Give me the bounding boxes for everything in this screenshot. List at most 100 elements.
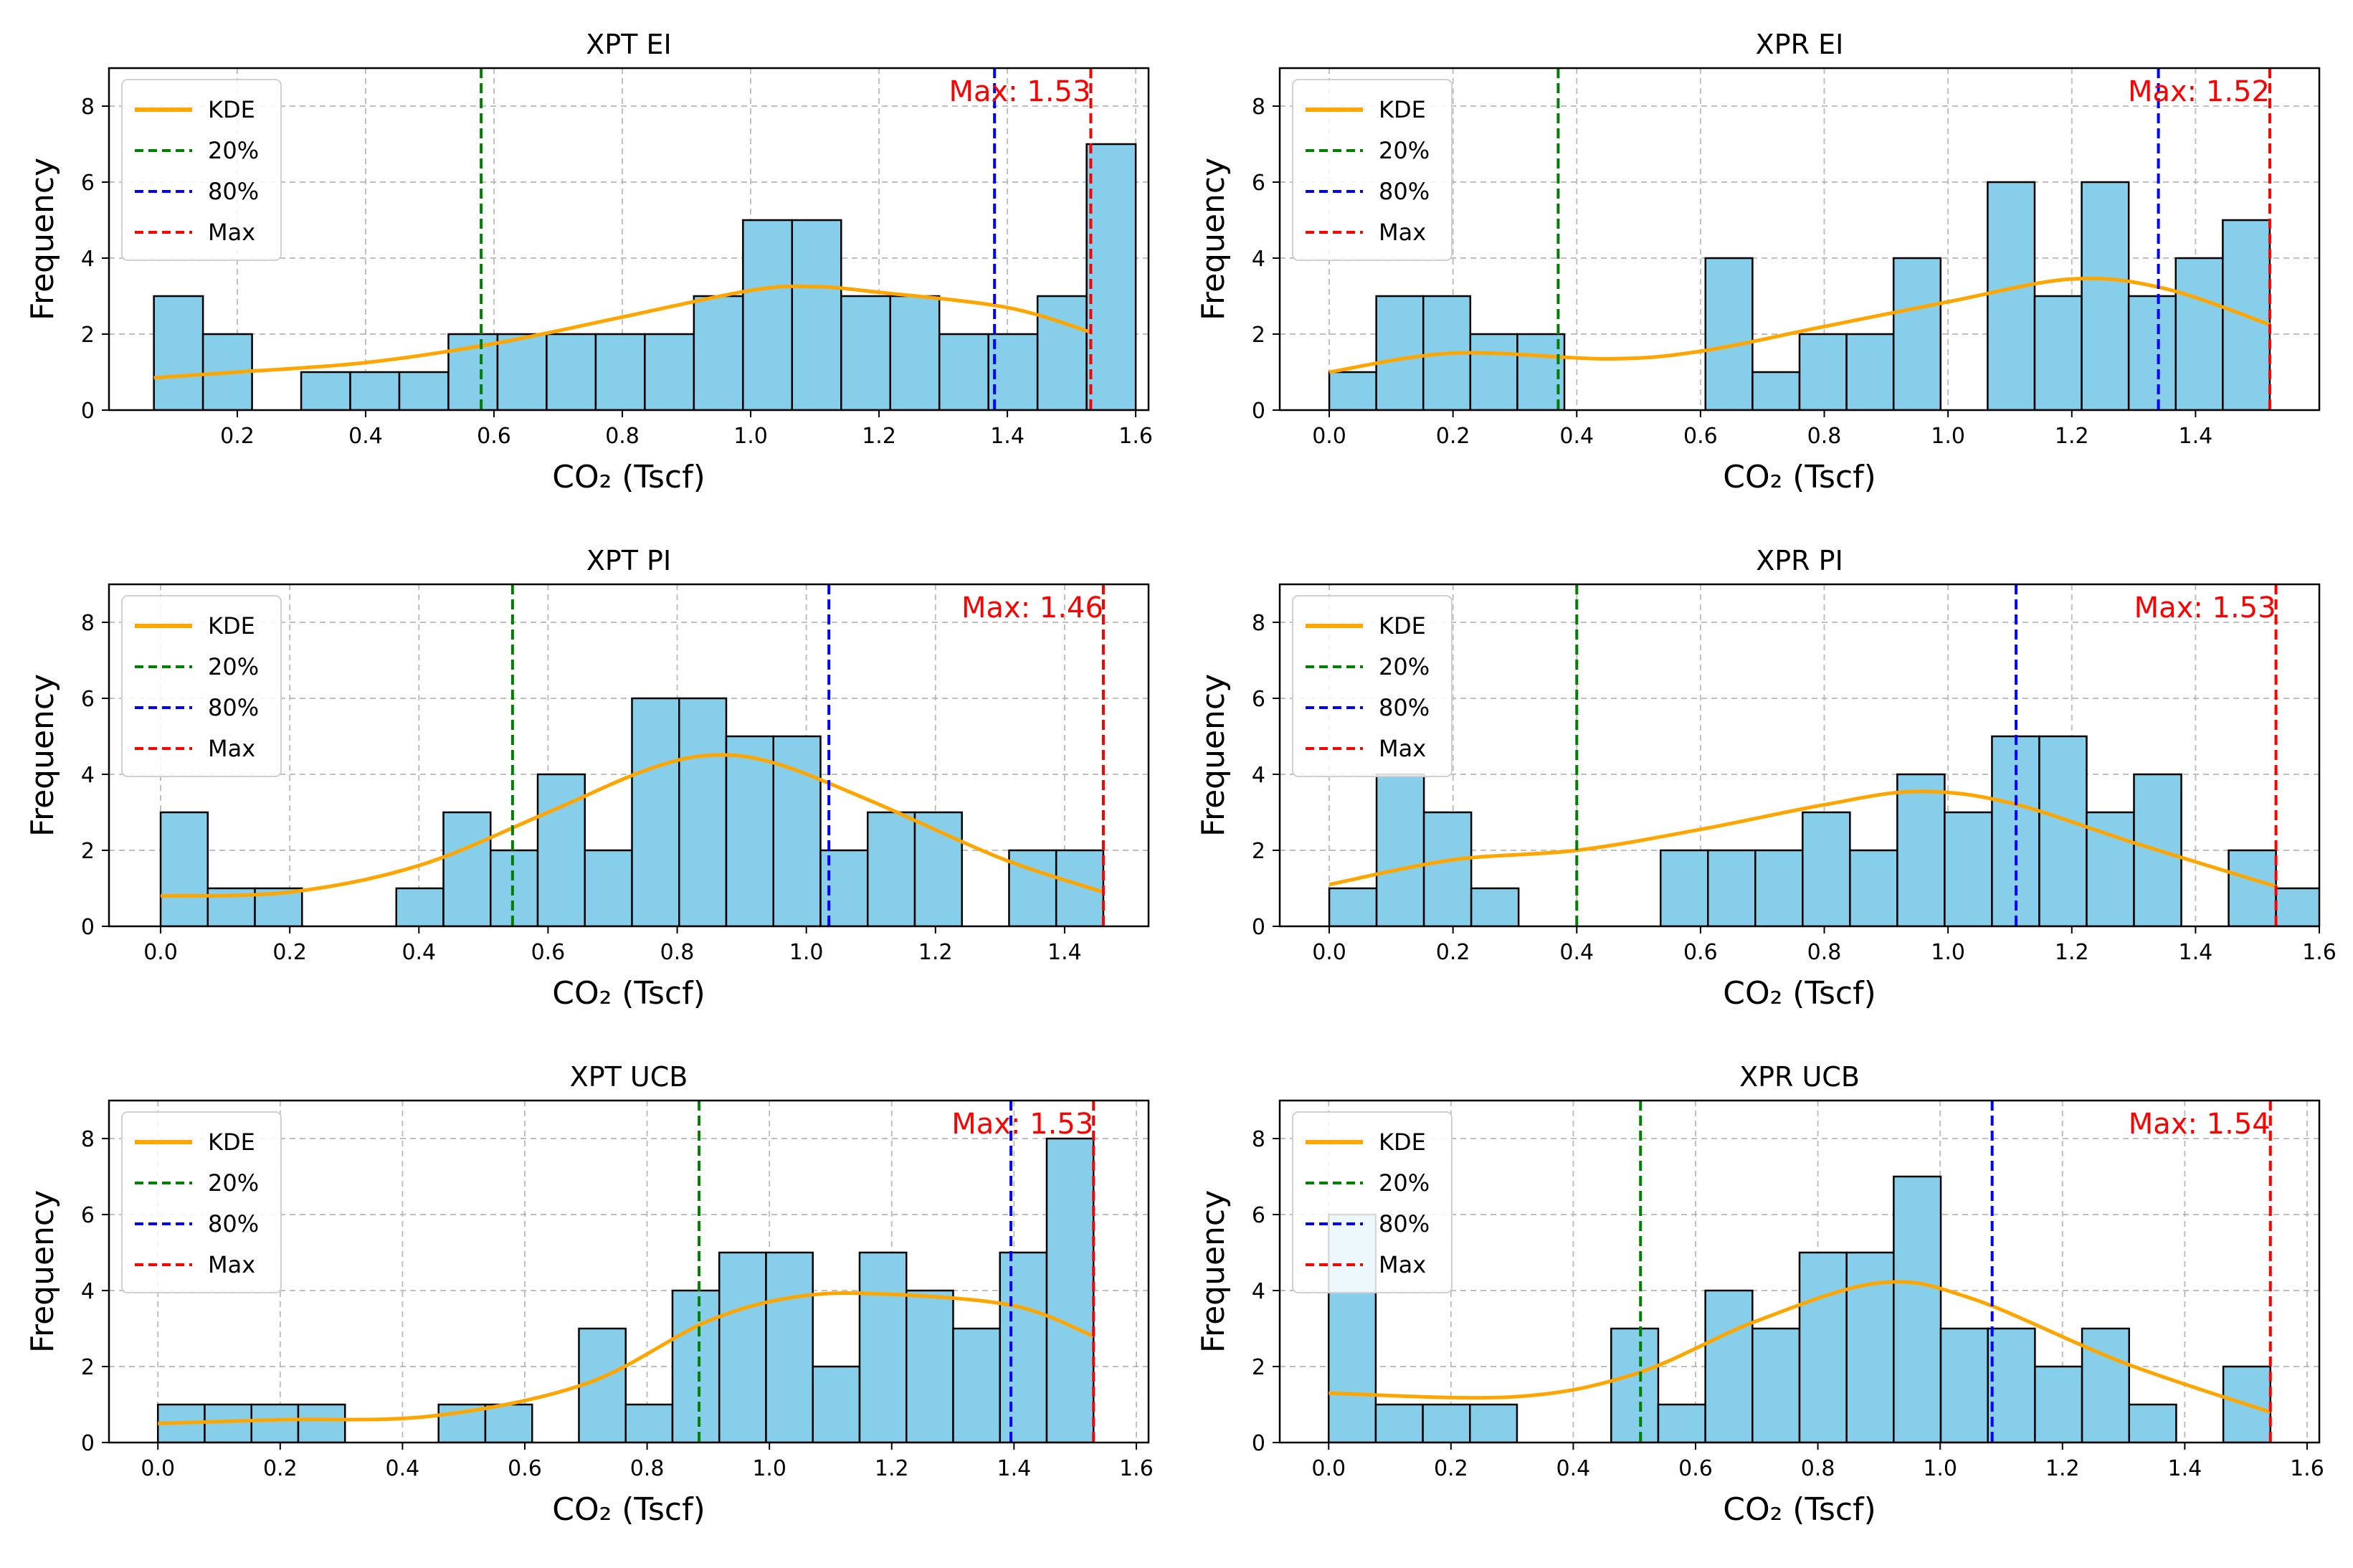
axes-frame: [108, 583, 1150, 928]
chart-panel-1: 0.0 0.2 0.4 0.6 0.8 1.0 1.2 1.4 0 2 4 6 8 XPR EI CO₂ (…: [1195, 29, 2321, 495]
y-tick-label: 8: [1252, 611, 1265, 636]
legend-label: Max: [208, 735, 255, 762]
histogram-bars: [1328, 181, 2271, 410]
legend-label: 80%: [1379, 694, 1430, 721]
histogram-bar: [1469, 1403, 1518, 1443]
histogram-bar: [772, 735, 822, 926]
x-tick-label: 1.2: [918, 940, 953, 965]
legend-label: KDE: [1379, 612, 1426, 640]
x-tick-label: 0.8: [1801, 1456, 1835, 1481]
y-tick-label: 2: [1252, 1355, 1265, 1380]
legend-label: KDE: [1379, 1129, 1426, 1156]
x-tick-label: 0.2: [1436, 940, 1470, 965]
legend-box: [1292, 79, 1453, 261]
x-tick-label: 0.0: [1311, 1456, 1346, 1481]
x-tick-label: 0.8: [605, 424, 640, 449]
x-tick-label: 0.6: [1678, 1456, 1713, 1481]
chart-panel-2: 0.0 0.2 0.4 0.6 0.8 1.0 1.2 1.4 0 2 4 6 8 XPT PI CO₂ (…: [24, 545, 1150, 1012]
x-tick-label: 1.4: [2179, 424, 2213, 449]
legend-label: KDE: [208, 1129, 255, 1156]
histogram-bar: [594, 333, 646, 410]
chart-title: XPR UCB: [1739, 1061, 1860, 1093]
histogram-bar: [631, 697, 680, 926]
histogram-bar: [1470, 887, 1520, 926]
y-tick-label: 0: [1252, 1431, 1265, 1456]
kde-curve: [1328, 276, 2271, 374]
x-tick-label: 0.6: [477, 424, 511, 449]
legend-label: Max: [1379, 1251, 1426, 1278]
histogram-bar: [2081, 1327, 2130, 1443]
histogram-bar: [791, 219, 842, 410]
y-tick-label: 2: [1252, 323, 1265, 348]
chart-panel-5: 0.0 0.2 0.4 0.6 0.8 1.0 1.2 1.4 1.6 0 2 4 6 8 XPR UCB C…: [1195, 1061, 2324, 1528]
x-tick-label: 0.8: [630, 1456, 665, 1481]
x-tick-label: 0.2: [272, 940, 307, 965]
chart-title: XPT PI: [586, 545, 671, 576]
y-tick-label: 8: [1252, 95, 1265, 120]
y-tick-label: 4: [1252, 1279, 1265, 1304]
max-annotation: Max: 1.54: [2129, 1108, 2271, 1141]
x-tick-label: 0.0: [1312, 940, 1346, 965]
histogram-bar: [1802, 811, 1851, 926]
histogram-bar: [999, 1251, 1048, 1443]
legend-label: Max: [1379, 735, 1426, 762]
x-tick-label: 0.2: [220, 424, 255, 449]
histogram-bar: [1987, 181, 2036, 410]
histogram-bar: [1987, 1327, 2036, 1443]
histogram-bar: [693, 295, 744, 410]
histogram-bar: [584, 849, 633, 926]
x-axis-label: CO₂ (Tscf): [1723, 1491, 1876, 1528]
legend-label: 20%: [208, 653, 259, 680]
x-tick-label: 1.0: [752, 1456, 786, 1481]
histogram-bar: [858, 1251, 908, 1443]
y-tick-label: 2: [81, 839, 95, 864]
histogram-bars: [153, 143, 1137, 410]
legend-label: 80%: [208, 1210, 259, 1237]
legend-label: 80%: [1379, 1210, 1430, 1237]
histogram-bar: [1659, 849, 1709, 926]
histogram-bar: [2038, 735, 2088, 926]
legend-label: 80%: [208, 178, 259, 205]
histogram-bar: [536, 773, 586, 926]
histogram-bar: [1798, 333, 1848, 410]
legend-label: Max: [208, 219, 255, 246]
x-axis-label: CO₂ (Tscf): [552, 459, 705, 495]
x-tick-label: 1.2: [875, 1456, 909, 1481]
y-tick-label: 6: [1252, 171, 1265, 196]
histogram-bar: [1422, 811, 1473, 926]
y-tick-label: 0: [81, 399, 95, 424]
histogram-bar: [1896, 773, 1946, 926]
y-tick-label: 0: [1252, 915, 1265, 940]
histogram-bar: [297, 1403, 346, 1443]
x-tick-label: 0.4: [1559, 940, 1594, 965]
x-tick-label: 0.6: [1683, 940, 1718, 965]
x-axis-label: CO₂ (Tscf): [552, 975, 705, 1012]
histogram-bar: [1374, 1403, 1424, 1443]
kde-curve: [1328, 789, 2277, 888]
histogram-bar: [300, 371, 351, 410]
histogram-bar: [678, 697, 728, 926]
histogram-bar: [2275, 887, 2319, 926]
histogram-bar: [1008, 849, 1057, 926]
histogram-bar: [496, 333, 548, 410]
histogram-bar: [398, 371, 450, 410]
histogram-bar: [1704, 1289, 1754, 1443]
x-tick-label: 0.6: [531, 940, 566, 965]
histogram-bar: [1657, 1403, 1706, 1443]
x-tick-label: 1.0: [1931, 940, 1965, 965]
histogram-bar: [578, 1327, 627, 1443]
chart-title: XPR PI: [1756, 545, 1843, 576]
legend-label: 20%: [208, 1169, 259, 1197]
histogram-bar: [1610, 1327, 1660, 1443]
y-tick-label: 2: [81, 323, 95, 348]
histogram-bar: [1798, 1251, 1848, 1443]
y-tick-label: 8: [1252, 1127, 1265, 1152]
histogram-bar: [1422, 1403, 1471, 1443]
histogram-bar: [1085, 143, 1137, 410]
histogram-bar: [671, 1289, 721, 1443]
x-tick-label: 0.6: [1683, 424, 1718, 449]
x-axis-label: CO₂ (Tscf): [1723, 975, 1876, 1012]
histogram-bar: [484, 1403, 533, 1443]
x-tick-label: 1.4: [2179, 940, 2213, 965]
chart-title: XPR EI: [1756, 29, 1844, 60]
